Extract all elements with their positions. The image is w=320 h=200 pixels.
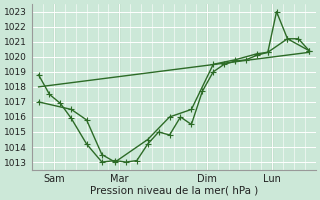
X-axis label: Pression niveau de la mer( hPa ): Pression niveau de la mer( hPa ) (90, 186, 258, 196)
